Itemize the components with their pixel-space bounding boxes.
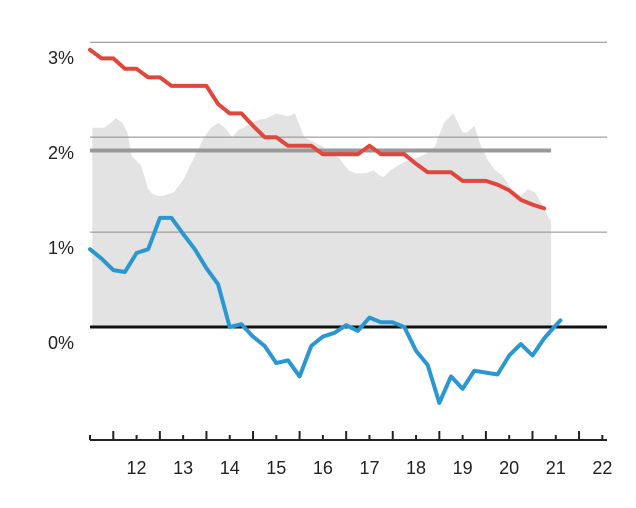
x-tick-label: 16	[313, 458, 333, 478]
x-tick-label: 17	[359, 458, 379, 478]
x-tick-label: 21	[546, 458, 566, 478]
x-tick-label: 15	[266, 458, 286, 478]
x-tick-label: 14	[220, 458, 240, 478]
x-tick-label: 20	[499, 458, 519, 478]
axes-layer	[89, 431, 607, 441]
x-tick-label: 12	[127, 458, 147, 478]
line-series-1	[88, 215, 563, 405]
y-tick-label: 0%	[48, 333, 74, 353]
x-tick-label: 13	[173, 458, 193, 478]
series-lines-layer	[88, 47, 563, 405]
y-tick-label: 1%	[48, 238, 74, 258]
x-tick-label: 18	[406, 458, 426, 478]
y-tick-label: 2%	[48, 143, 74, 163]
y-tick-label: 3%	[48, 48, 74, 68]
line-series-0	[88, 47, 547, 211]
area-layer	[92, 113, 552, 328]
grid-layer	[90, 41, 607, 233]
area-series-0	[92, 113, 552, 328]
x-tick-label: 22	[592, 458, 612, 478]
tick-labels-layer: 12 13 14 15 16 17 18 19 20 21 22 0% 1% 2% 3%	[48, 48, 612, 478]
x-tick-label: 19	[453, 458, 473, 478]
